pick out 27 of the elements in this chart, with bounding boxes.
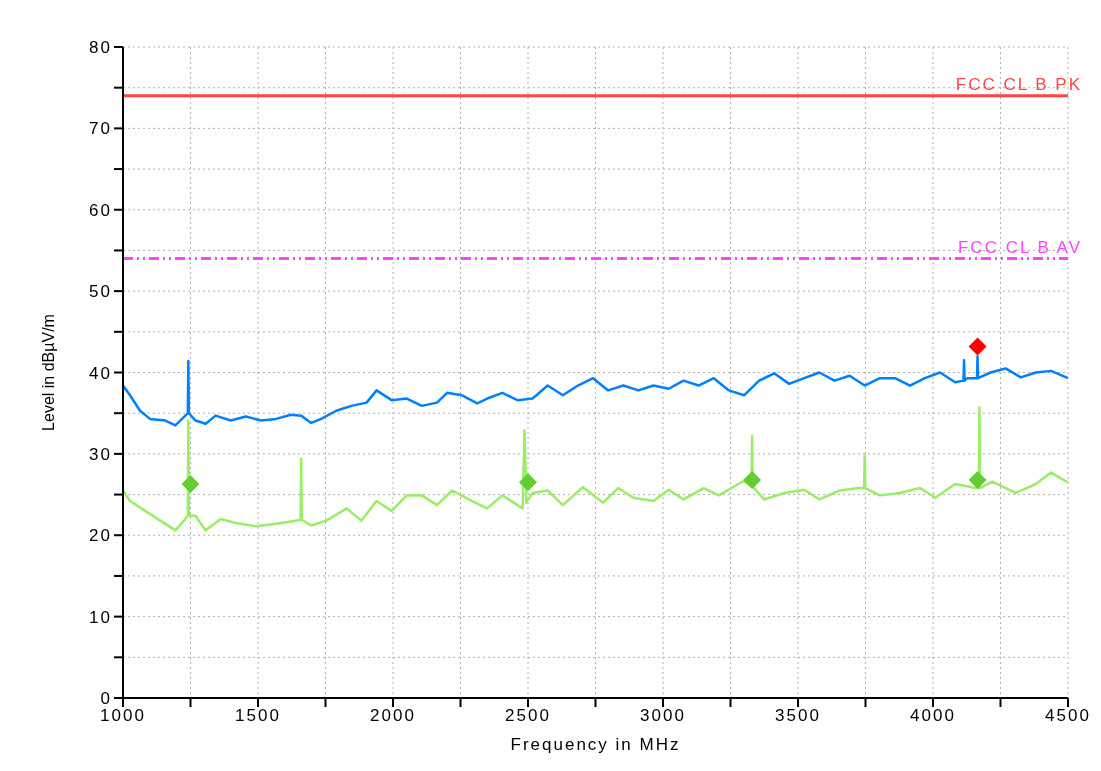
line-series	[123, 406, 1068, 532]
ref-line-label: FCC CL B AV	[957, 237, 1082, 257]
x-tick-label: 2000	[370, 706, 416, 726]
point	[968, 470, 987, 489]
ref-line-label: FCC CL B PK	[955, 74, 1082, 94]
x-axis-title: Frequency in MHz	[510, 735, 681, 754]
y-tick-label: 0	[100, 689, 112, 709]
x-tick-label: 3000	[640, 706, 686, 726]
point	[743, 470, 762, 489]
y-tick-label: 40	[89, 363, 112, 383]
x-tick-label: 4500	[1045, 706, 1091, 726]
y-tick-label: 10	[89, 607, 112, 627]
x-tick-label: 1500	[235, 706, 281, 726]
y-tick-label: 60	[89, 200, 112, 220]
point	[968, 337, 987, 356]
y-tick-label: 70	[89, 119, 112, 139]
y-tick-label: 30	[89, 444, 112, 464]
point	[519, 473, 537, 492]
y-tick-label: 50	[89, 282, 112, 302]
x-tick-label: 3500	[775, 706, 821, 726]
x-tick-label: 2500	[505, 706, 551, 726]
y-tick-label: 80	[89, 38, 112, 58]
y-tick-label: 20	[89, 526, 112, 546]
x-tick-label: 4000	[910, 706, 956, 726]
point	[181, 474, 200, 493]
y-axis-title: Level in dBµV/m	[39, 314, 57, 431]
x-tick-label: 1000	[100, 706, 146, 726]
